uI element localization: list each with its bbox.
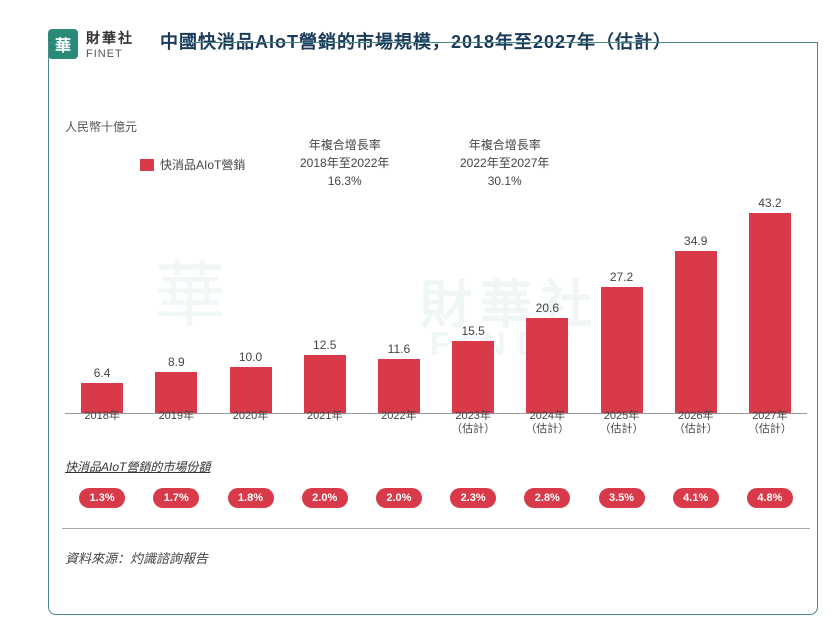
bar-value-label: 20.6: [536, 301, 559, 315]
bar: [675, 251, 717, 413]
bar: [749, 213, 791, 413]
bar-value-label: 15.5: [461, 324, 484, 338]
bar-value-label: 43.2: [758, 196, 781, 210]
share-pill: 2.3%: [450, 488, 496, 508]
share-pill: 3.5%: [599, 488, 645, 508]
bar: [230, 367, 272, 413]
share-slot: 1.7%: [139, 488, 213, 508]
share-slot: 1.8%: [213, 488, 287, 508]
cagr-block-1: 年複合增長率 2018年至2022年 16.3%: [300, 136, 389, 190]
legend: 快消品AIoT營銷: [140, 156, 245, 173]
share-slot: 1.3%: [65, 488, 139, 508]
cagr-block-2: 年複合增長率 2022年至2027年 30.1%: [460, 136, 549, 190]
bar: [304, 355, 346, 413]
bar-value-label: 27.2: [610, 270, 633, 284]
share-slot: 2.3%: [436, 488, 510, 508]
share-pill: 2.0%: [376, 488, 422, 508]
bar: [452, 341, 494, 413]
x-axis-label: 2020年: [213, 408, 287, 436]
share-slot: 3.5%: [584, 488, 658, 508]
bar-value-label: 12.5: [313, 338, 336, 352]
share-slot: 4.8%: [733, 488, 807, 508]
bars-row: 6.4 8.9 10.0 12.5 11.6 15.5 20.6 27.2 34.9 43.2: [65, 196, 807, 414]
bar-value-label: 8.9: [168, 355, 185, 369]
bar-slot: 20.6: [510, 196, 584, 413]
share-pill: 4.8%: [747, 488, 793, 508]
x-axis-label: 2018年: [65, 408, 139, 436]
bar: [378, 359, 420, 413]
market-share-row: 1.3% 1.7% 1.8% 2.0% 2.0% 2.3% 2.8% 3.5% 4.1% 4.8%: [65, 488, 807, 508]
share-pill: 2.0%: [302, 488, 348, 508]
bar-slot: 43.2: [733, 196, 807, 413]
share-pill: 4.1%: [673, 488, 719, 508]
x-axis-label: 2025年（估計）: [584, 408, 658, 436]
bar-chart: 6.4 8.9 10.0 12.5 11.6 15.5 20.6 27.2 34.9 43.2 2…: [65, 196, 807, 436]
bar-slot: 10.0: [213, 196, 287, 413]
legend-swatch-icon: [140, 159, 154, 171]
bar-slot: 27.2: [584, 196, 658, 413]
x-axis-label: 2026年（估計）: [659, 408, 733, 436]
cagr-2-label: 年複合增長率: [460, 136, 549, 154]
share-pill: 2.8%: [524, 488, 570, 508]
bar: [526, 318, 568, 413]
bar: [601, 287, 643, 413]
share-pill: 1.7%: [153, 488, 199, 508]
bar-slot: 6.4: [65, 196, 139, 413]
divider: [62, 528, 810, 529]
y-axis-label: 人民幣十億元: [65, 118, 137, 135]
x-axis-label: 2019年: [139, 408, 213, 436]
x-axis-label: 2024年（估計）: [510, 408, 584, 436]
share-slot: 4.1%: [659, 488, 733, 508]
share-slot: 2.0%: [362, 488, 436, 508]
x-axis-label: 2023年（估計）: [436, 408, 510, 436]
cagr-1-label: 年複合增長率: [300, 136, 389, 154]
share-slot: 2.0%: [288, 488, 362, 508]
bar-value-label: 6.4: [94, 366, 111, 380]
cagr-2-value: 30.1%: [460, 172, 549, 190]
source-text: 資料來源：灼識諮詢報告: [65, 548, 208, 567]
bar-slot: 12.5: [288, 196, 362, 413]
legend-label: 快消品AIoT營銷: [160, 156, 245, 173]
bar-value-label: 11.6: [388, 342, 410, 356]
bar-slot: 34.9: [659, 196, 733, 413]
share-slot: 2.8%: [510, 488, 584, 508]
bar-value-label: 10.0: [239, 350, 262, 364]
market-share-title: 快消品AIoT營銷的市場份額: [65, 458, 210, 475]
x-labels: 2018年2019年2020年2021年2022年2023年（估計）2024年（…: [65, 408, 807, 436]
x-axis-label: 2022年: [362, 408, 436, 436]
share-pill: 1.3%: [79, 488, 125, 508]
bar-value-label: 34.9: [684, 234, 707, 248]
share-pill: 1.8%: [228, 488, 274, 508]
cagr-1-value: 16.3%: [300, 172, 389, 190]
cagr-1-period: 2018年至2022年: [300, 154, 389, 172]
bar-slot: 8.9: [139, 196, 213, 413]
x-axis-label: 2027年（估計）: [733, 408, 807, 436]
cagr-2-period: 2022年至2027年: [460, 154, 549, 172]
x-axis-label: 2021年: [288, 408, 362, 436]
bar-slot: 15.5: [436, 196, 510, 413]
bar-slot: 11.6: [362, 196, 436, 413]
